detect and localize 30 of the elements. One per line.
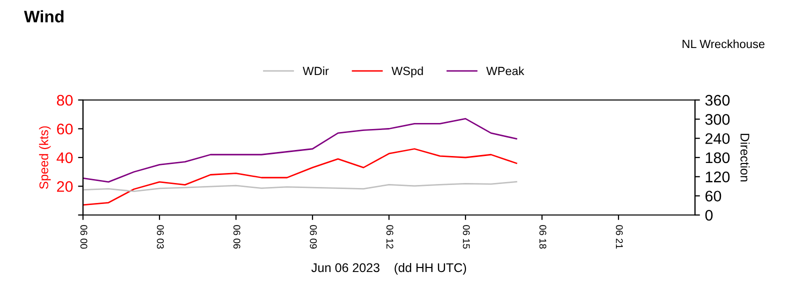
- legend-label: WSpd: [392, 66, 423, 78]
- y2-axis-title: Direction: [740, 134, 750, 182]
- y2-tick-label: 180: [706, 152, 730, 164]
- y2-tick-label: 60: [706, 190, 722, 202]
- y-tick-label: 40: [56, 152, 73, 164]
- y2-tick-label: 120: [706, 172, 730, 182]
- x-tick-label: 06 21: [616, 225, 623, 249]
- x-tick-label: 06 18: [539, 225, 546, 249]
- y-tick-label: 80: [56, 94, 73, 106]
- x-tick-label: 06 00: [80, 225, 88, 249]
- y-tick-label: 60: [57, 124, 73, 134]
- y2-tick-label: 300: [705, 114, 730, 125]
- legend-label: WDir: [302, 66, 329, 76]
- line-series: [83, 148, 518, 206]
- line-series: [83, 181, 518, 192]
- legend-label: WPeak: [486, 66, 524, 76]
- line-series: [83, 118, 518, 183]
- x-tick-label: 06 03: [156, 225, 164, 249]
- y-tick-label: 20: [57, 181, 73, 192]
- x-tick-label: 06 12: [386, 225, 394, 249]
- y2-tick-label: 240: [705, 133, 730, 144]
- y2-tick-label: 360: [705, 94, 730, 106]
- x-tick-label: 06 06: [233, 225, 240, 249]
- x-tick-label: 06 15: [462, 225, 470, 249]
- x-axis-title: Jun 06 2023 (dd HH UTC): [311, 262, 466, 275]
- y-axis-title: Speed (kts): [39, 126, 51, 189]
- text: NL Wreckhouse: [682, 40, 764, 48]
- chart-title: Wind: [24, 10, 64, 22]
- y2-tick-label: 0: [705, 210, 713, 221]
- x-tick-label: 06 09: [310, 225, 317, 249]
